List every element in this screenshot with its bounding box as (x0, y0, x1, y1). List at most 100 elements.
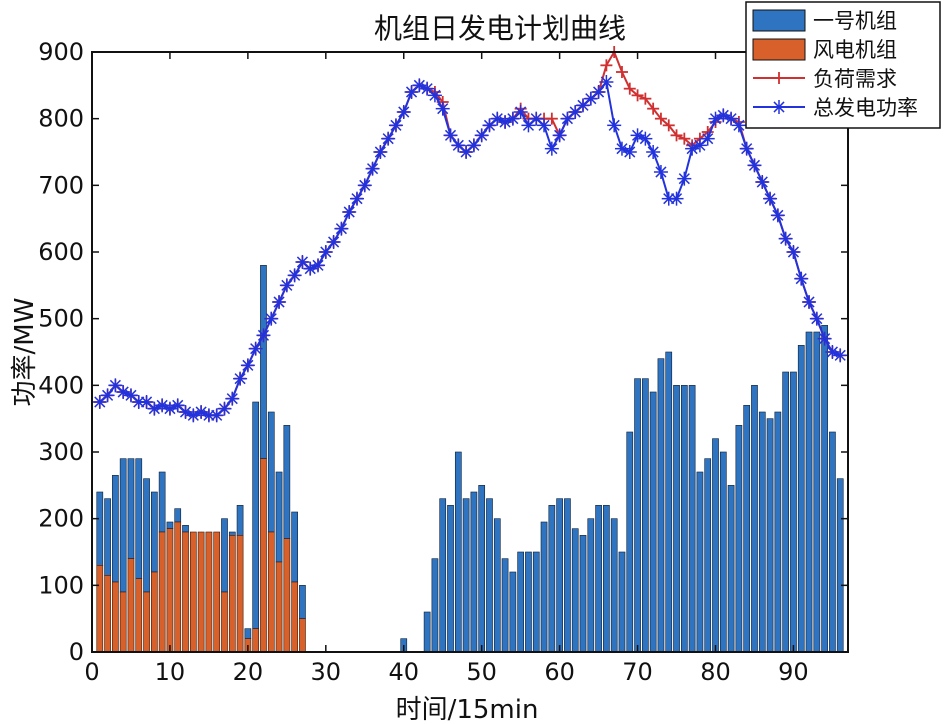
total-power-point (100, 388, 115, 403)
total-power-point (131, 395, 146, 409)
bar-unit1 (221, 518, 228, 593)
load-demand-line (99, 49, 841, 417)
total-power-point (357, 178, 372, 193)
total-power-point (833, 348, 848, 363)
total-power-point (560, 111, 575, 126)
total-power-point (248, 341, 263, 356)
total-power-point (233, 371, 248, 386)
bar-wind (112, 581, 119, 653)
bar-unit1 (470, 491, 478, 653)
total-power-point (349, 191, 364, 206)
bar-unit1 (790, 371, 797, 653)
bar-wind (252, 628, 260, 653)
bar-unit1 (275, 471, 283, 563)
bar-unit1 (423, 611, 431, 653)
bar-unit1 (525, 551, 532, 653)
x-tick-label: 0 (84, 658, 99, 686)
plot-frame (91, 51, 849, 653)
total-power-point (700, 131, 715, 146)
bar-wind (260, 458, 267, 653)
bar-wind (151, 571, 158, 653)
bar-unit1 (829, 431, 836, 653)
bar-wind (228, 535, 236, 653)
bar-unit1 (112, 475, 119, 583)
load-demand-point (615, 66, 628, 78)
total-power-point (404, 85, 419, 99)
total-power-point (692, 138, 707, 153)
bar-unit1 (634, 378, 641, 653)
bar-unit1 (673, 385, 680, 653)
total-power-point (225, 391, 240, 406)
bar-unit1 (431, 558, 439, 653)
legend-item: 一号机组 (752, 9, 897, 33)
bar-unit1 (462, 498, 470, 653)
total-power-point (755, 175, 770, 189)
x-tick-label: 20 (233, 658, 264, 686)
bar-unit1 (751, 385, 758, 653)
bar-unit1 (696, 471, 704, 653)
x-tick-label: 90 (778, 658, 809, 686)
y-tick-label: 200 (38, 505, 84, 533)
total-power-point (264, 311, 279, 326)
bar-wind (127, 558, 135, 653)
load-demand-point (654, 112, 667, 125)
bar-unit1 (299, 585, 306, 619)
bar-unit1 (712, 438, 719, 653)
total-power-point (334, 221, 349, 236)
bar-unit1 (680, 385, 688, 653)
bar-unit1 (151, 491, 158, 573)
y-tick-label: 700 (38, 171, 84, 199)
bar-unit1 (587, 518, 595, 653)
x-tick-label: 10 (155, 658, 186, 686)
bar-unit1 (719, 451, 727, 653)
total-power-point (396, 105, 411, 119)
total-power-point (770, 208, 785, 223)
bars-layer (96, 265, 844, 653)
bar-unit1 (509, 571, 517, 653)
bar-unit1 (166, 521, 174, 529)
total-power-point (466, 138, 481, 153)
total-power-point (342, 205, 357, 219)
bar-unit1 (727, 485, 735, 653)
bar-unit1 (571, 528, 579, 653)
y-tick-label: 500 (38, 305, 84, 333)
bar-unit1 (291, 511, 298, 583)
bar-unit1 (610, 518, 618, 653)
bar-unit1 (556, 498, 563, 653)
ticks-layer: 0 10 20 30 40 50 60 70 80 90010020030040050060070… (38, 38, 848, 686)
bar-wind (205, 531, 213, 653)
total-power-point (817, 331, 832, 346)
bar-unit1 (478, 485, 486, 653)
total-power-point (318, 245, 333, 259)
load-demand-point (639, 92, 652, 105)
total-power-point (505, 111, 520, 126)
total-power-point (669, 191, 684, 206)
bar-unit1 (805, 331, 813, 653)
x-tick-label: 80 (700, 658, 731, 686)
x-tick-label: 30 (311, 658, 342, 686)
bar-unit1 (649, 391, 657, 653)
bar-wind (275, 561, 283, 653)
total-power-point (521, 118, 536, 133)
total-power-point (544, 141, 559, 156)
bar-unit1 (236, 505, 244, 536)
bar-unit1 (493, 518, 501, 653)
total-power-point (739, 141, 754, 156)
bar-unit1 (704, 458, 712, 653)
total-power-point (326, 235, 341, 249)
bar-unit1 (642, 378, 649, 653)
y-tick-label: 100 (38, 571, 84, 599)
bar-wind (283, 538, 291, 653)
legend-item: 负荷需求 (753, 67, 897, 91)
bar-unit1 (797, 345, 805, 653)
total-power-point (373, 145, 388, 159)
total-power-point (435, 101, 450, 116)
load-demand-point (670, 129, 683, 142)
total-power-point (591, 85, 606, 99)
bar-wind (119, 591, 127, 653)
x-tick-label: 50 (466, 658, 497, 686)
total-power-point (529, 111, 544, 126)
total-power-point (802, 295, 817, 309)
total-power-point (217, 401, 232, 416)
